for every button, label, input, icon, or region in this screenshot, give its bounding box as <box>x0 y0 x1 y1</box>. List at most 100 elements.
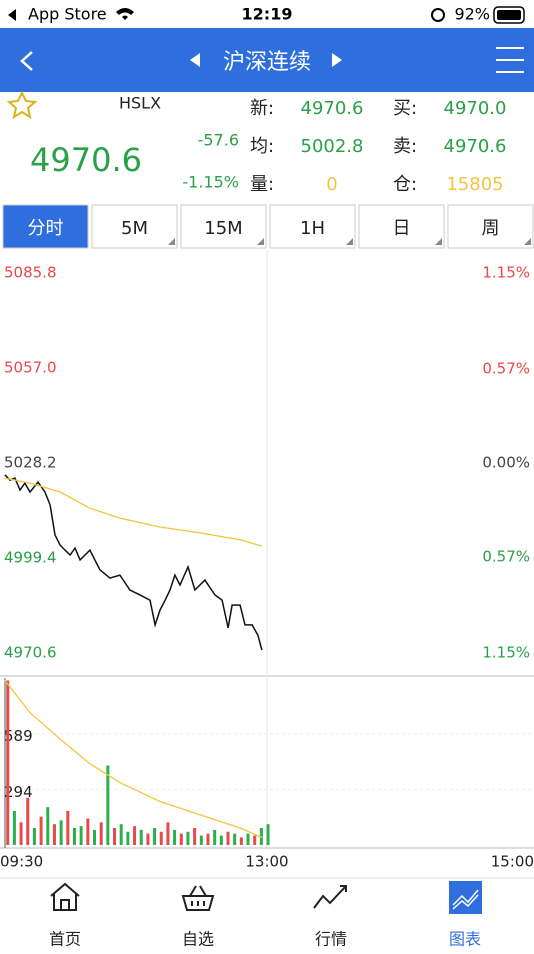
volume-bar <box>26 797 30 845</box>
y2-tick-label: 0.00% <box>482 454 530 472</box>
y2-tick-label: 1.15% <box>482 644 530 662</box>
field-value: 4970.0 <box>444 98 507 119</box>
lock-icon <box>431 8 445 22</box>
volume-bar <box>113 827 117 845</box>
field-value: 15805 <box>446 174 503 195</box>
field-value: 0 <box>326 174 337 195</box>
field-value: 5002.8 <box>301 136 364 157</box>
bottom-tab-label[interactable]: 图表 <box>449 930 481 949</box>
volume-bar <box>206 833 210 845</box>
battery-fill <box>497 10 521 20</box>
volume-bar <box>46 807 50 845</box>
volume-bar <box>219 835 223 845</box>
average-line <box>4 477 263 547</box>
tab-label: 5M <box>121 218 148 239</box>
volume-bar <box>166 822 170 845</box>
next-button[interactable] <box>332 53 342 67</box>
tab-corner <box>257 238 264 245</box>
volume-bar <box>213 829 217 845</box>
home-icon <box>50 882 80 911</box>
volume-bar <box>199 835 203 845</box>
nav-title: 沪深连续 <box>223 50 311 75</box>
volume-bar <box>193 827 197 845</box>
volume-bar <box>126 831 130 845</box>
field-label: 卖: <box>393 136 417 157</box>
y-tick-label: 4970.6 <box>4 644 57 662</box>
favorite-star[interactable] <box>6 90 38 120</box>
volume-bar <box>253 835 257 845</box>
y-tick-label: 589 <box>4 727 33 745</box>
volume-bar <box>79 826 83 845</box>
tab-label: 15M <box>204 218 242 239</box>
volume-bar <box>93 829 96 845</box>
back-arrow-icon <box>8 9 16 21</box>
back-button[interactable] <box>20 51 33 71</box>
menu-button[interactable] <box>496 47 524 73</box>
tab[interactable] <box>2 204 89 249</box>
bottom-tab-label[interactable]: 自选 <box>182 930 214 949</box>
chart-icon-lines <box>452 889 479 910</box>
volume-bar <box>246 833 250 845</box>
tab-corner <box>524 238 531 245</box>
clock: 12:19 <box>242 5 293 24</box>
volume-bar <box>226 831 230 845</box>
battery-level: 92% <box>454 5 490 24</box>
tab-corner <box>346 238 353 245</box>
bottom-tab-label[interactable]: 首页 <box>49 930 81 949</box>
volume-bar <box>133 826 137 845</box>
volume-bar <box>139 829 143 845</box>
battery-icon <box>493 6 525 24</box>
volume-bar <box>173 829 177 845</box>
field-value: 4970.6 <box>444 136 507 157</box>
volume-bar <box>39 816 43 845</box>
volume-bar <box>99 822 103 845</box>
volume-bar <box>159 831 163 845</box>
x-tick-label: 13:00 <box>245 853 288 871</box>
volume-bar <box>12 810 16 845</box>
x-tick-label: 09:30 <box>0 853 43 871</box>
bottom-tab-label[interactable]: 行情 <box>315 930 347 949</box>
tab[interactable] <box>358 204 445 249</box>
tab-label: 周 <box>482 218 500 239</box>
last-price: 4970.6 <box>30 141 142 179</box>
field-label: 仓: <box>393 174 417 195</box>
volume-bar <box>119 824 123 845</box>
volume-bar <box>146 833 150 845</box>
volume-bar <box>186 831 190 845</box>
volume-bar <box>239 837 243 845</box>
tab-corner <box>168 238 175 245</box>
tab[interactable] <box>91 204 178 249</box>
y-tick-label: 5057.0 <box>4 359 57 377</box>
y2-tick-label: 1.15% <box>482 264 530 282</box>
tab[interactable] <box>447 204 534 249</box>
tab-label: 分时 <box>28 218 64 239</box>
y2-tick-label: 0.57% <box>482 359 530 377</box>
tab-label: 日 <box>393 218 411 239</box>
prev-button[interactable] <box>190 53 200 67</box>
volume-bar <box>266 824 270 845</box>
y-tick-label: 5085.8 <box>4 264 57 282</box>
field-value: 4970.6 <box>301 98 364 119</box>
volume-bar <box>6 680 10 845</box>
tab-corner <box>435 238 442 245</box>
basket-icon <box>181 885 215 911</box>
market-icon <box>313 885 347 909</box>
field-label: 新: <box>250 98 274 119</box>
x-tick-label: 15:00 <box>491 853 534 871</box>
y-tick-label: 5028.2 <box>4 454 57 472</box>
field-label: 买: <box>393 98 417 119</box>
tab-label: 1H <box>300 218 325 239</box>
carrier: App Store <box>28 5 107 24</box>
tab[interactable] <box>269 204 356 249</box>
volume-bar <box>86 818 90 845</box>
volume-bar <box>59 820 63 845</box>
volume-bar <box>233 833 237 845</box>
y-tick-label: 4999.4 <box>4 549 57 567</box>
tab[interactable] <box>180 204 267 249</box>
volume-bar <box>153 827 157 845</box>
change-percent: -1.15% <box>182 173 239 192</box>
tab-icons <box>50 882 347 911</box>
y2-tick-label: 0.57% <box>482 548 530 566</box>
volume-bar <box>19 822 23 845</box>
